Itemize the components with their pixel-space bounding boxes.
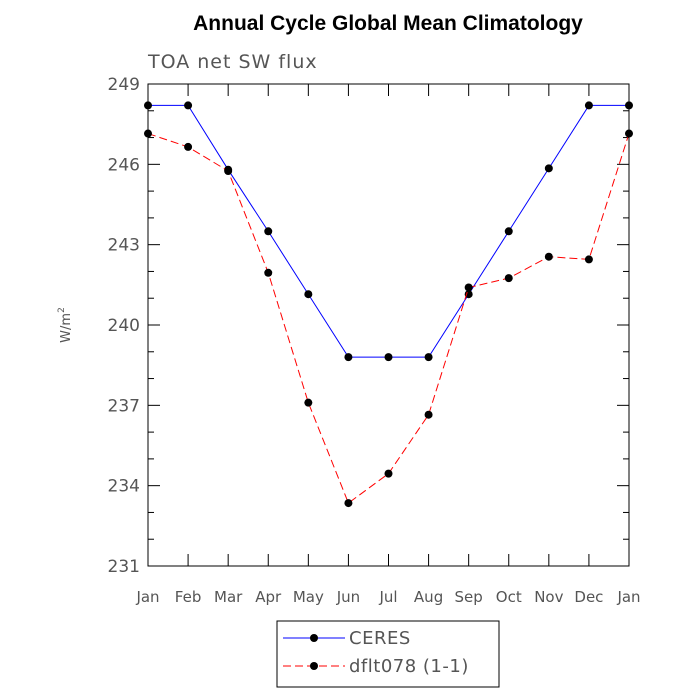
data-point	[504, 227, 513, 236]
x-tick-label: Jan	[616, 588, 640, 606]
x-tick-label: Nov	[534, 588, 563, 606]
y-tick-label: 240	[108, 316, 140, 336]
data-point	[304, 290, 313, 299]
data-point	[264, 268, 273, 277]
x-tick-label: Dec	[574, 588, 603, 606]
legend-marker	[310, 662, 318, 670]
y-tick-label: 249	[108, 75, 140, 95]
data-point	[544, 164, 553, 173]
chart-subtitle: TOA net SW flux	[147, 51, 318, 73]
y-tick-labels: 231 234 237 240 243 246 249	[108, 75, 140, 577]
data-point	[384, 469, 393, 478]
x-tick-label: Mar	[214, 588, 243, 606]
data-point	[504, 274, 513, 283]
data-point	[544, 252, 553, 261]
axis-ticks	[147, 83, 630, 567]
x-tick-label: Apr	[255, 588, 282, 606]
legend-label: CERES	[349, 628, 411, 649]
data-point	[424, 410, 433, 419]
data-point	[144, 129, 152, 138]
chart-title: Annual Cycle Global Mean Climatology	[193, 12, 583, 35]
data-point	[184, 142, 193, 151]
data-point	[344, 353, 353, 362]
x-tick-label: Feb	[175, 588, 202, 606]
y-tick-label: 237	[108, 396, 140, 416]
data-point	[464, 283, 473, 292]
x-tick-label: May	[293, 588, 324, 606]
data-point	[184, 101, 193, 110]
series-line-1	[147, 133, 630, 504]
x-tick-label: Sep	[455, 588, 483, 606]
legend-label: dflt078 (1-1)	[349, 656, 469, 677]
data-point	[144, 101, 152, 110]
y-tick-label: 234	[108, 477, 140, 497]
x-tick-label: Oct	[496, 588, 522, 606]
y-tick-label: 246	[108, 155, 140, 175]
data-point	[344, 499, 353, 508]
data-point	[384, 353, 393, 362]
y-axis-title-text: W/m	[59, 313, 74, 343]
y-tick-label: 243	[108, 236, 140, 256]
y-axis-title: W/m2	[57, 307, 74, 343]
legend: CERES dflt078 (1-1)	[276, 620, 500, 688]
data-point	[625, 129, 633, 138]
y-tick-label: 231	[108, 557, 140, 577]
data-point	[625, 101, 633, 110]
series-group	[144, 101, 633, 508]
data-point	[584, 101, 593, 110]
x-tick-label: Aug	[414, 588, 443, 606]
x-tick-label: Jun	[336, 588, 360, 606]
y-axis-title-superscript: 2	[57, 307, 67, 313]
data-point	[584, 255, 593, 264]
data-point	[304, 398, 313, 407]
series-line-0	[148, 104, 629, 358]
x-tick-label: Jan	[135, 588, 159, 606]
svg-text:W/m2: W/m2	[57, 307, 74, 343]
legend-box	[276, 620, 500, 688]
data-point	[224, 167, 233, 176]
data-point	[424, 353, 433, 362]
legend-marker	[310, 634, 318, 642]
x-tick-labels: Jan Feb Mar Apr May Jun Jul Aug Sep Oct Nov Dec Jan	[135, 588, 640, 606]
data-point	[264, 227, 273, 236]
x-tick-label: Jul	[378, 588, 397, 606]
